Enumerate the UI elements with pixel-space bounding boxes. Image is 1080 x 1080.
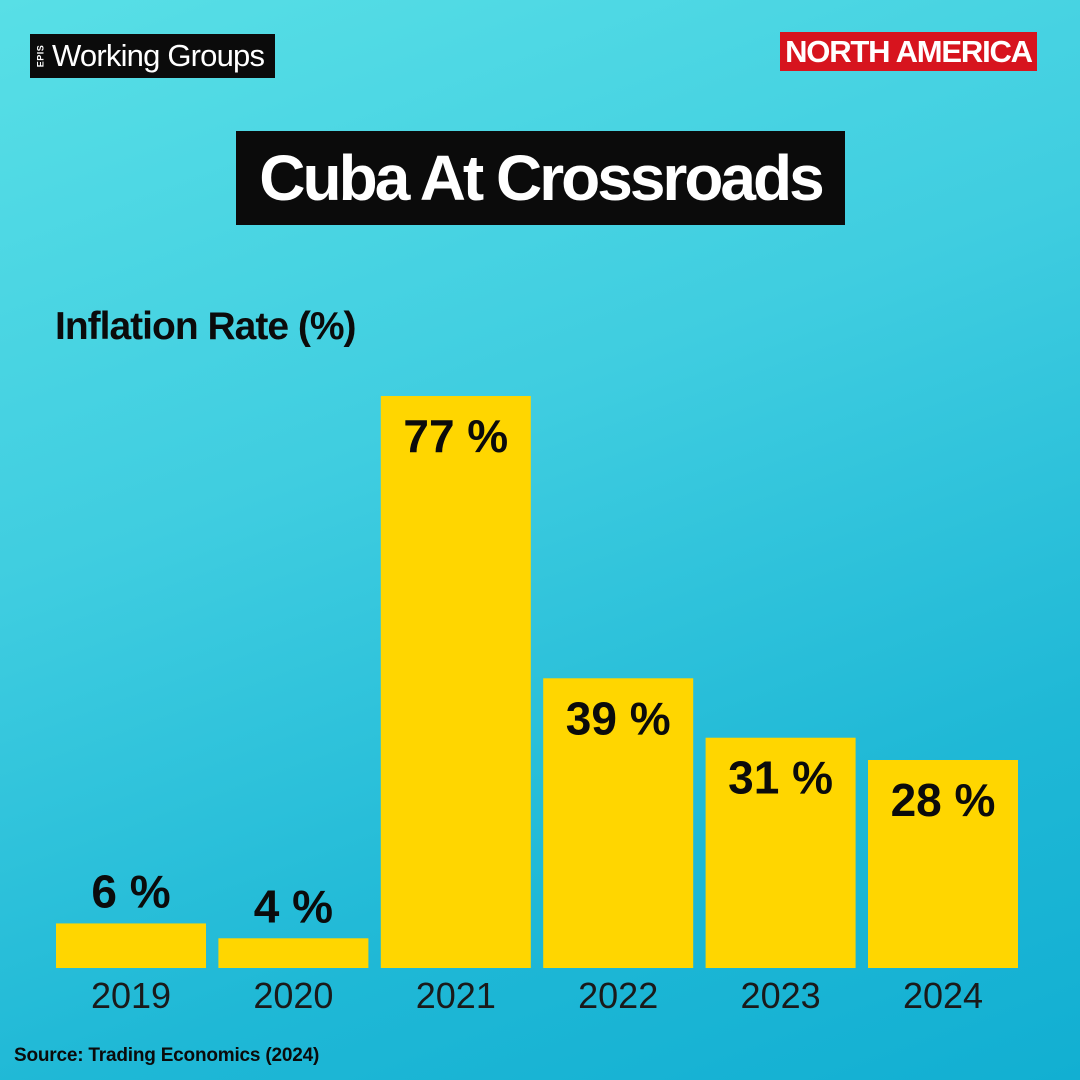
x-tick-label-2021: 2021 (416, 975, 496, 1016)
bar-2024 (868, 760, 1018, 968)
data-label-2024: 28 % (891, 774, 996, 826)
x-tick-label-2019: 2019 (91, 975, 171, 1016)
y-axis-label: Inflation Rate (%) (55, 305, 356, 348)
region-badge: NORTH AMERICA (780, 32, 1037, 71)
chart-title: Cuba At Crossroads (259, 142, 824, 214)
brand-logo: EPIS Working Groups (30, 34, 275, 78)
x-tick-label-2020: 2020 (253, 975, 333, 1016)
x-tick-label-2023: 2023 (741, 975, 821, 1016)
bar-2021 (380, 396, 531, 968)
data-label-2019: 6 % (91, 865, 170, 917)
data-label-2022: 39 % (566, 692, 671, 744)
x-tick-label-2024: 2024 (903, 975, 983, 1016)
brand-name: Working Groups (52, 38, 265, 73)
data-label-2021: 77 % (403, 410, 508, 462)
source-note: Source: Trading Economics (2024) (14, 1045, 320, 1066)
x-tick-label-2022: 2022 (578, 975, 658, 1016)
bar-2023 (705, 737, 856, 968)
data-label-2023: 31 % (728, 752, 833, 804)
bar-2022 (543, 678, 694, 968)
title-box: Cuba At Crossroads (236, 131, 845, 225)
data-label-2020: 4 % (254, 880, 333, 932)
bar-2020 (218, 938, 369, 968)
bar-2019 (56, 923, 206, 968)
